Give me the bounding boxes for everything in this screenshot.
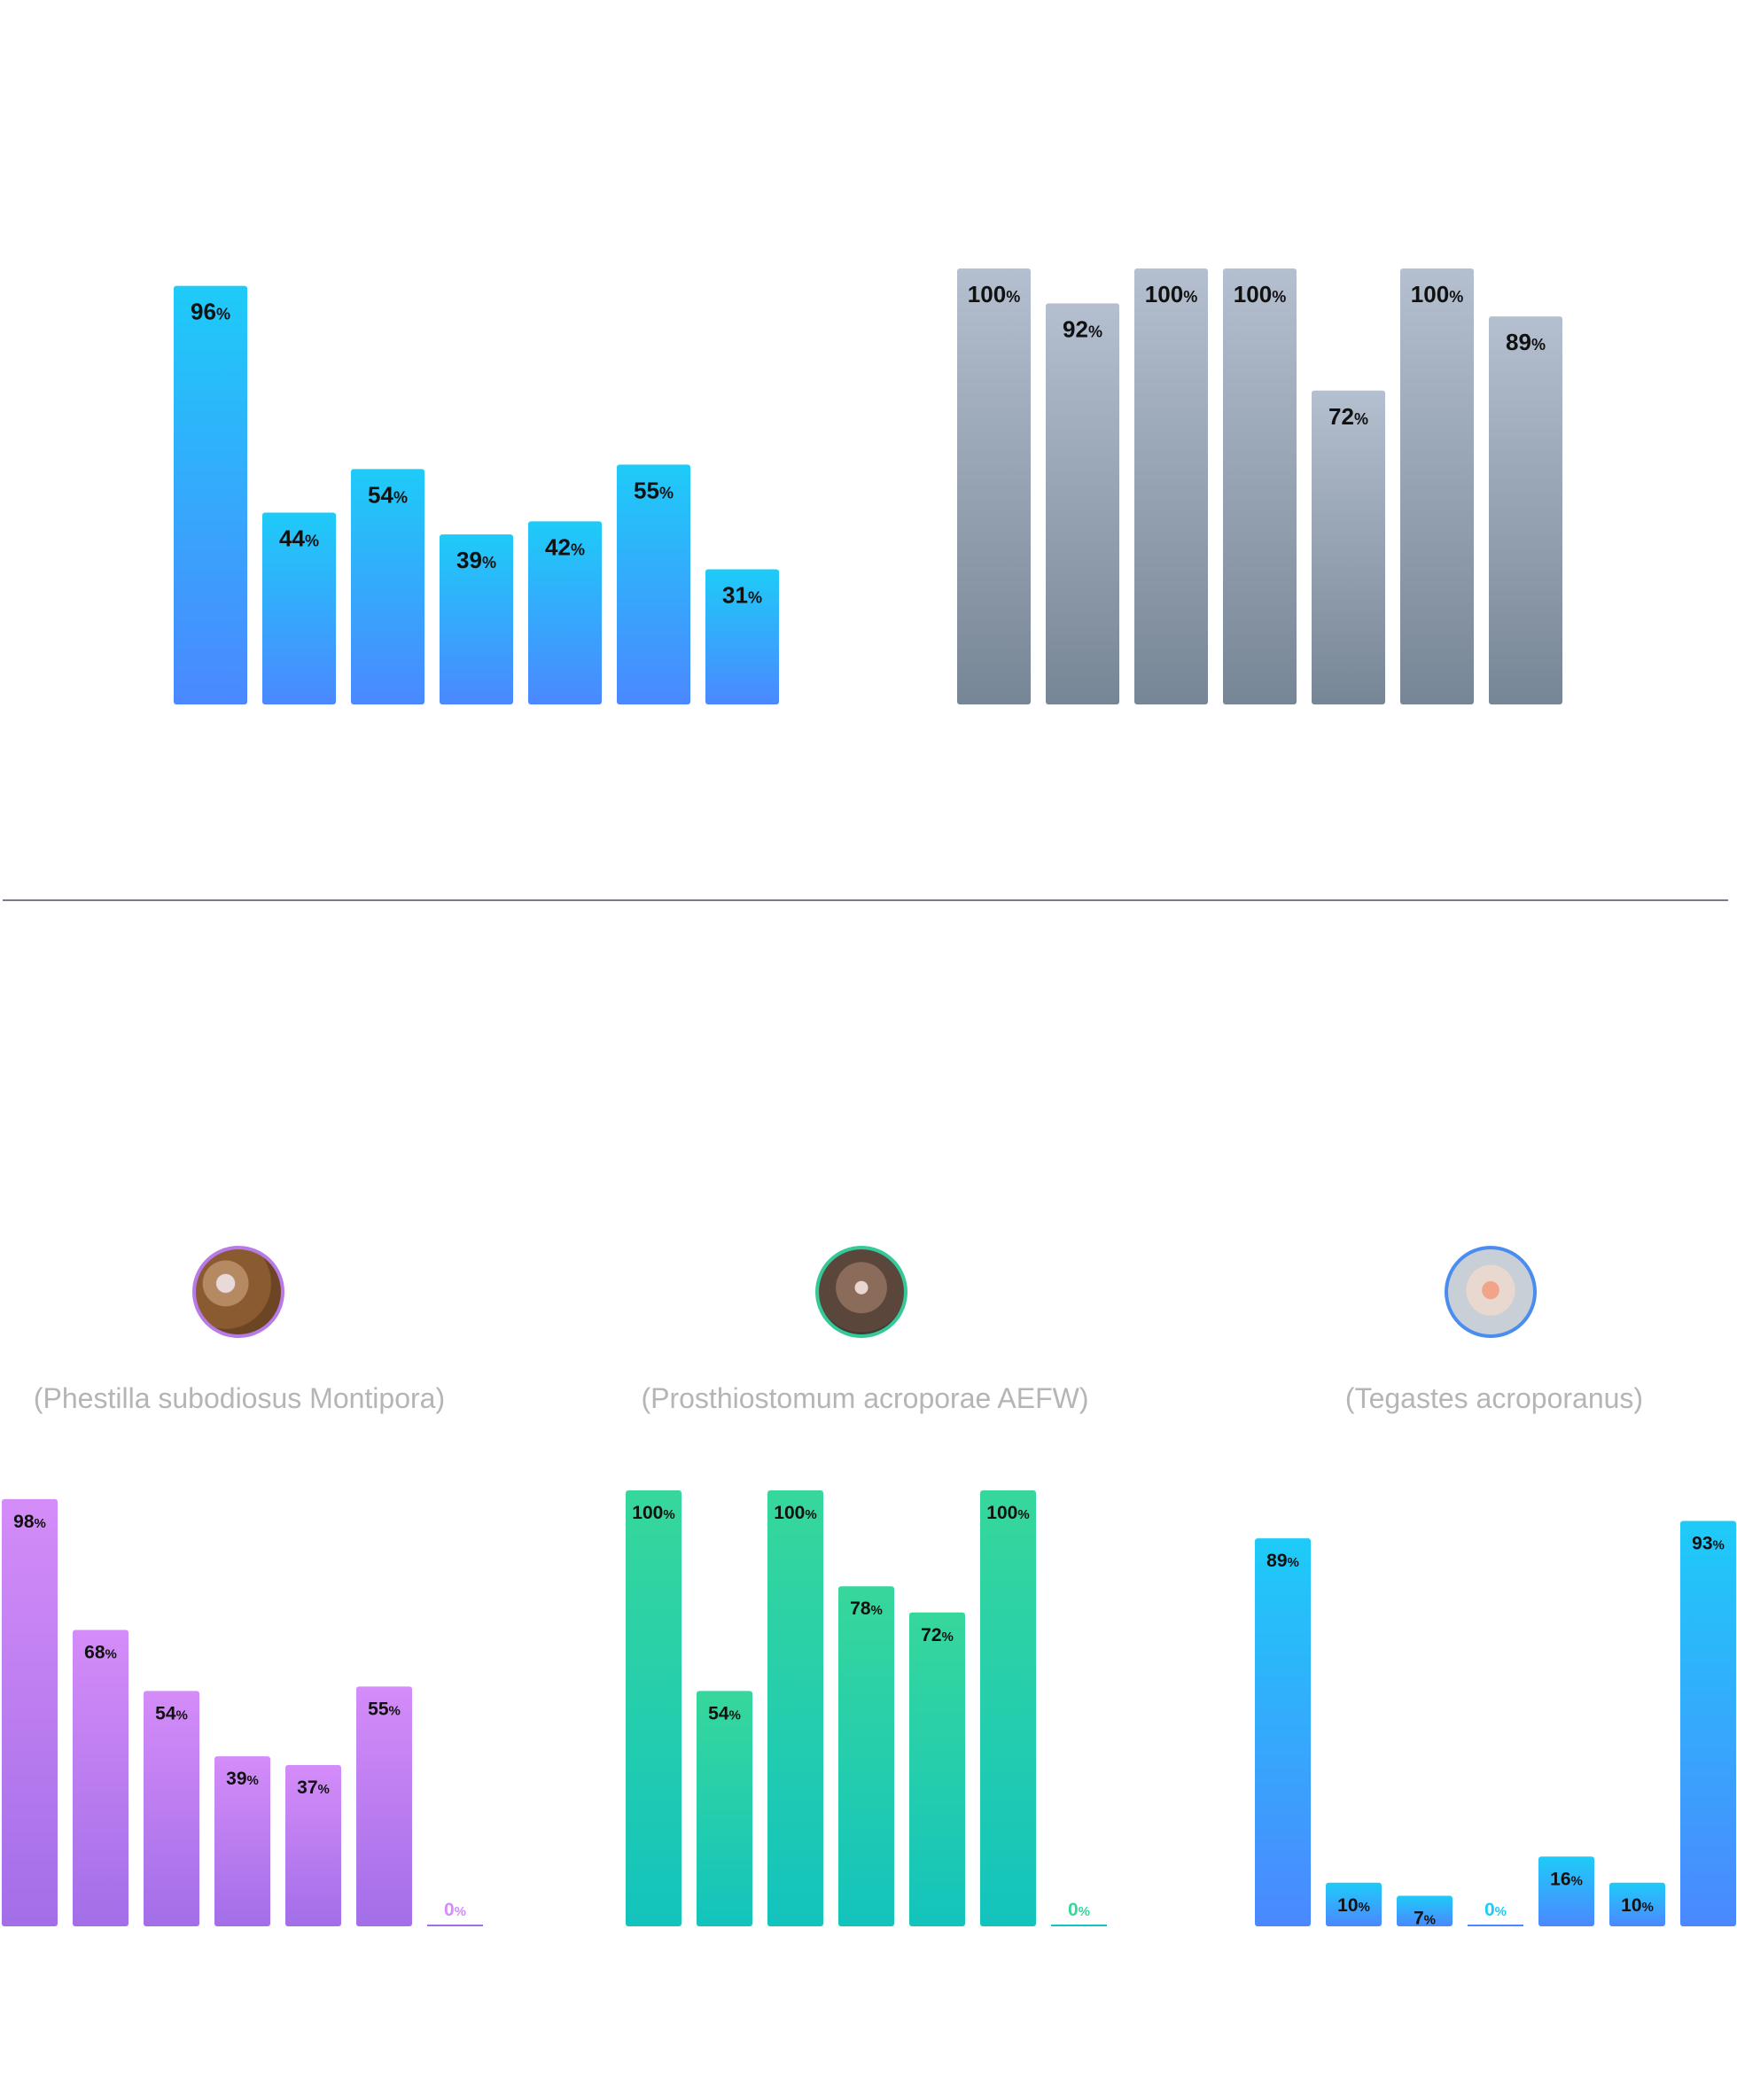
- bar: [957, 268, 1031, 704]
- bar-value-label: 100%: [632, 1503, 674, 1523]
- bar-value-label: 100%: [986, 1503, 1029, 1523]
- bar-value-label: 39%: [456, 547, 496, 573]
- species-caption-prosthiostomum: (Prosthiostomum acroporae AEFW): [641, 1382, 1089, 1414]
- bar-value-label: 78%: [850, 1598, 883, 1619]
- flatworm-photo-icon: [815, 1246, 907, 1338]
- bar-value-label: 92%: [1063, 315, 1102, 342]
- bar: [262, 512, 336, 704]
- bar: [73, 1629, 129, 1926]
- bar-value-label: 100%: [1411, 281, 1463, 307]
- bar: [838, 1586, 894, 1926]
- bar: [1680, 1521, 1736, 1926]
- bar-value-label: 10%: [1621, 1895, 1654, 1916]
- bar-value-label: 37%: [297, 1777, 330, 1798]
- bar-value-label: 16%: [1550, 1869, 1583, 1889]
- bar-value-label: 98%: [13, 1512, 46, 1532]
- bar-value-label: 39%: [226, 1769, 259, 1789]
- bar-value-label: 54%: [155, 1703, 188, 1723]
- bar-value-label: 89%: [1506, 329, 1546, 355]
- bar-value-label: 100%: [968, 281, 1020, 307]
- bar-value-label: 0%: [1068, 1900, 1090, 1920]
- bar: [351, 469, 425, 704]
- bar: [1223, 268, 1297, 704]
- bar: [980, 1490, 1036, 1926]
- bar-value-label: 89%: [1266, 1551, 1299, 1571]
- bar: [1538, 1856, 1594, 1926]
- section-divider: [3, 899, 1728, 901]
- bar-zero-line: [427, 1925, 483, 1926]
- bar-value-label: 54%: [368, 481, 408, 508]
- bar: [528, 521, 602, 704]
- bar-value-label: 68%: [84, 1642, 117, 1662]
- bar-value-label: 93%: [1692, 1533, 1725, 1553]
- bar-value-label: 31%: [722, 581, 762, 608]
- bar: [214, 1756, 270, 1926]
- bar-value-label: 0%: [1484, 1900, 1507, 1920]
- bar: [1046, 303, 1119, 704]
- bar-value-label: 100%: [774, 1503, 816, 1523]
- bar: [1400, 268, 1474, 704]
- bar: [2, 1498, 58, 1926]
- bar: [285, 1764, 341, 1926]
- bar: [356, 1686, 412, 1926]
- bar: [705, 569, 779, 704]
- bar-value-label: 72%: [921, 1625, 954, 1645]
- bar-value-label: 42%: [545, 533, 585, 560]
- bar-value-label: 100%: [1234, 281, 1286, 307]
- species-caption-phestilla: (Phestilla subodiosus Montipora): [33, 1382, 446, 1414]
- bar: [1397, 1895, 1453, 1926]
- bar: [1255, 1538, 1311, 1926]
- bar: [617, 464, 690, 704]
- bar: [909, 1612, 965, 1926]
- bar-value-label: 44%: [279, 525, 319, 552]
- bar-value-label: 72%: [1328, 403, 1368, 430]
- bar-chart-1: 96% 44% 54% 39% 42% 55% 31%: [174, 285, 779, 704]
- bar: [174, 285, 247, 704]
- bar-zero-line: [1051, 1925, 1107, 1926]
- bar: [440, 534, 513, 704]
- bar-value-label: 54%: [708, 1703, 741, 1723]
- bar: [697, 1691, 752, 1926]
- bar-value-label: 100%: [1145, 281, 1197, 307]
- bar-value-label: 55%: [368, 1699, 401, 1719]
- bar: [1489, 316, 1562, 704]
- bar: [1134, 268, 1208, 704]
- bar: [1326, 1882, 1382, 1926]
- bar-value-label: 96%: [191, 299, 230, 325]
- nudibranch-photo-icon: [192, 1246, 284, 1338]
- bar-value-label: 7%: [1414, 1909, 1436, 1929]
- bar: [767, 1490, 823, 1926]
- bar: [144, 1691, 199, 1926]
- bar: [1609, 1882, 1665, 1926]
- bar-chart-4: 100% 54% 100% 78% 72% 100% 0%: [626, 1490, 1107, 1926]
- bar-chart-2: 100% 92% 100% 100% 72% 100% 89%: [957, 268, 1562, 704]
- bar-value-label: 10%: [1337, 1895, 1370, 1916]
- bar-chart-3: 98% 68% 54% 39% 37% 55% 0%: [2, 1498, 483, 1926]
- bar: [626, 1490, 682, 1926]
- bar: [1312, 390, 1385, 704]
- bar-value-label: 55%: [634, 477, 674, 503]
- bar-zero-line: [1468, 1925, 1523, 1926]
- species-caption-tegastes: (Tegastes acroporanus): [1344, 1382, 1644, 1414]
- copepod-photo-icon: [1445, 1246, 1537, 1338]
- bar-chart-5: 89% 10% 7% 0% 16% 10% 93%: [1255, 1521, 1736, 1929]
- bar-value-label: 0%: [444, 1900, 466, 1920]
